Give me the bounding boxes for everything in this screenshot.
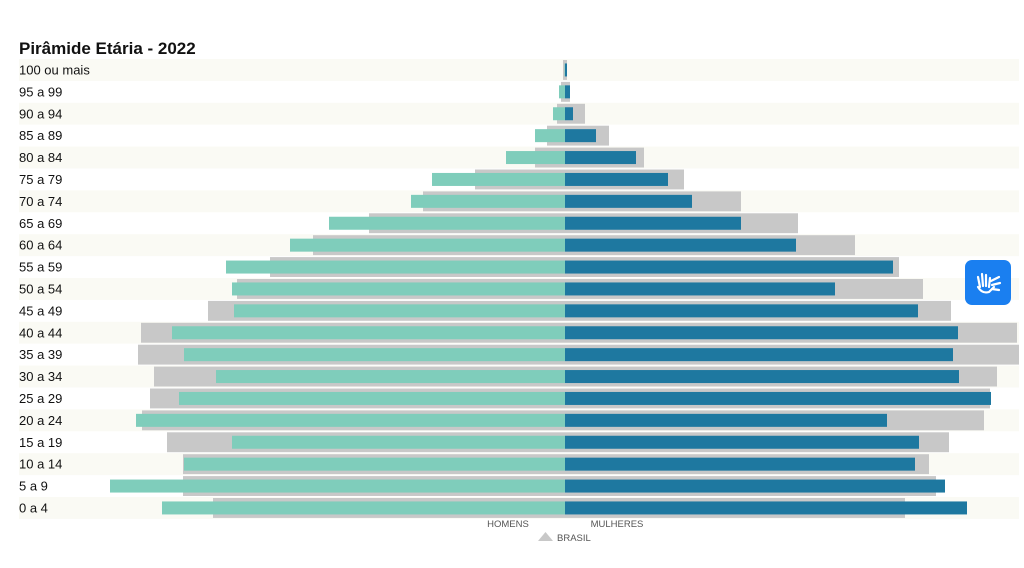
bar-homens xyxy=(559,85,565,99)
bar-mulheres xyxy=(565,194,692,208)
bar-homens xyxy=(110,479,565,493)
age-group-label: 80 a 84 xyxy=(19,150,62,165)
bar-homens xyxy=(564,63,565,77)
bar-homens xyxy=(172,326,565,340)
legend-homens[interactable]: HOMENS xyxy=(487,519,529,530)
bar-mulheres xyxy=(565,107,573,121)
bar-homens xyxy=(136,413,565,427)
age-group-label: 40 a 44 xyxy=(19,325,62,340)
age-group-label: 10 a 14 xyxy=(19,457,62,472)
age-group-label: 90 a 94 xyxy=(19,106,62,121)
age-group-label: 35 a 39 xyxy=(19,347,62,362)
row-stripe xyxy=(19,59,1019,81)
accessibility-sign-language-button[interactable] xyxy=(965,260,1011,305)
bar-homens xyxy=(216,370,565,384)
bar-homens xyxy=(234,304,565,318)
bar-homens xyxy=(411,194,565,208)
legend-mulheres[interactable]: MULHERES xyxy=(591,519,644,530)
age-group-label: 45 a 49 xyxy=(19,303,62,318)
bar-mulheres xyxy=(565,435,919,449)
age-group-label: 65 a 69 xyxy=(19,216,62,231)
bar-homens xyxy=(535,129,565,143)
bar-homens xyxy=(226,260,565,274)
bar-mulheres xyxy=(565,129,596,143)
age-group-label: 100 ou mais xyxy=(19,62,90,77)
bar-mulheres xyxy=(565,348,953,362)
age-group-label: 0 a 4 xyxy=(19,500,48,515)
bar-homens xyxy=(553,107,565,121)
bar-mulheres xyxy=(565,282,835,296)
bar-mulheres xyxy=(565,326,958,340)
bar-homens xyxy=(329,216,565,230)
bar-homens xyxy=(179,391,565,405)
age-group-label: 5 a 9 xyxy=(19,479,48,494)
row-stripe xyxy=(19,102,1019,125)
age-group-label: 55 a 59 xyxy=(19,260,62,275)
age-group-label: 20 a 24 xyxy=(19,413,62,428)
legend-brasil[interactable]: BRASIL xyxy=(557,533,591,544)
bar-mulheres xyxy=(565,238,796,252)
bar-mulheres xyxy=(565,85,570,99)
age-group-label: 85 a 89 xyxy=(19,128,62,143)
age-group-label: 15 a 19 xyxy=(19,435,62,450)
age-labels: 100 ou mais 95 a 99 90 a 94 85 a 89 80 a 84 7… xyxy=(19,62,90,515)
bar-mulheres xyxy=(565,479,945,493)
bar-mulheres xyxy=(565,216,741,230)
chart-title: Pirâmide Etária - 2022 xyxy=(19,39,196,58)
bar-mulheres xyxy=(565,413,887,427)
bar-mulheres xyxy=(565,151,636,165)
bar-mulheres xyxy=(565,260,893,274)
bar-mulheres xyxy=(565,63,567,77)
bar-mulheres xyxy=(565,304,918,318)
age-group-label: 95 a 99 xyxy=(19,84,62,99)
bar-homens xyxy=(232,435,565,449)
bar-homens xyxy=(232,282,565,296)
bar-homens xyxy=(290,238,565,252)
bar-mulheres xyxy=(565,370,959,384)
bar-mulheres xyxy=(565,391,991,405)
bar-mulheres xyxy=(565,172,668,186)
bar-homens xyxy=(506,151,565,165)
age-group-label: 25 a 29 xyxy=(19,391,62,406)
age-group-label: 75 a 79 xyxy=(19,172,62,187)
age-group-label: 30 a 34 xyxy=(19,369,62,384)
age-group-label: 70 a 74 xyxy=(19,194,62,209)
bar-brasil-left xyxy=(563,60,565,80)
legend: HOMENS MULHERES BRASIL xyxy=(487,519,643,544)
age-group-label: 50 a 54 xyxy=(19,281,62,296)
sign-language-hands-icon xyxy=(976,272,1002,294)
legend-brasil-marker xyxy=(538,532,553,541)
bar-homens xyxy=(184,348,565,362)
bar-homens xyxy=(184,457,565,471)
bars-layer xyxy=(110,60,1019,518)
bar-homens xyxy=(432,172,565,186)
bar-homens xyxy=(162,501,565,515)
bar-mulheres xyxy=(565,501,967,515)
bar-mulheres xyxy=(565,457,915,471)
age-group-label: 60 a 64 xyxy=(19,238,62,253)
